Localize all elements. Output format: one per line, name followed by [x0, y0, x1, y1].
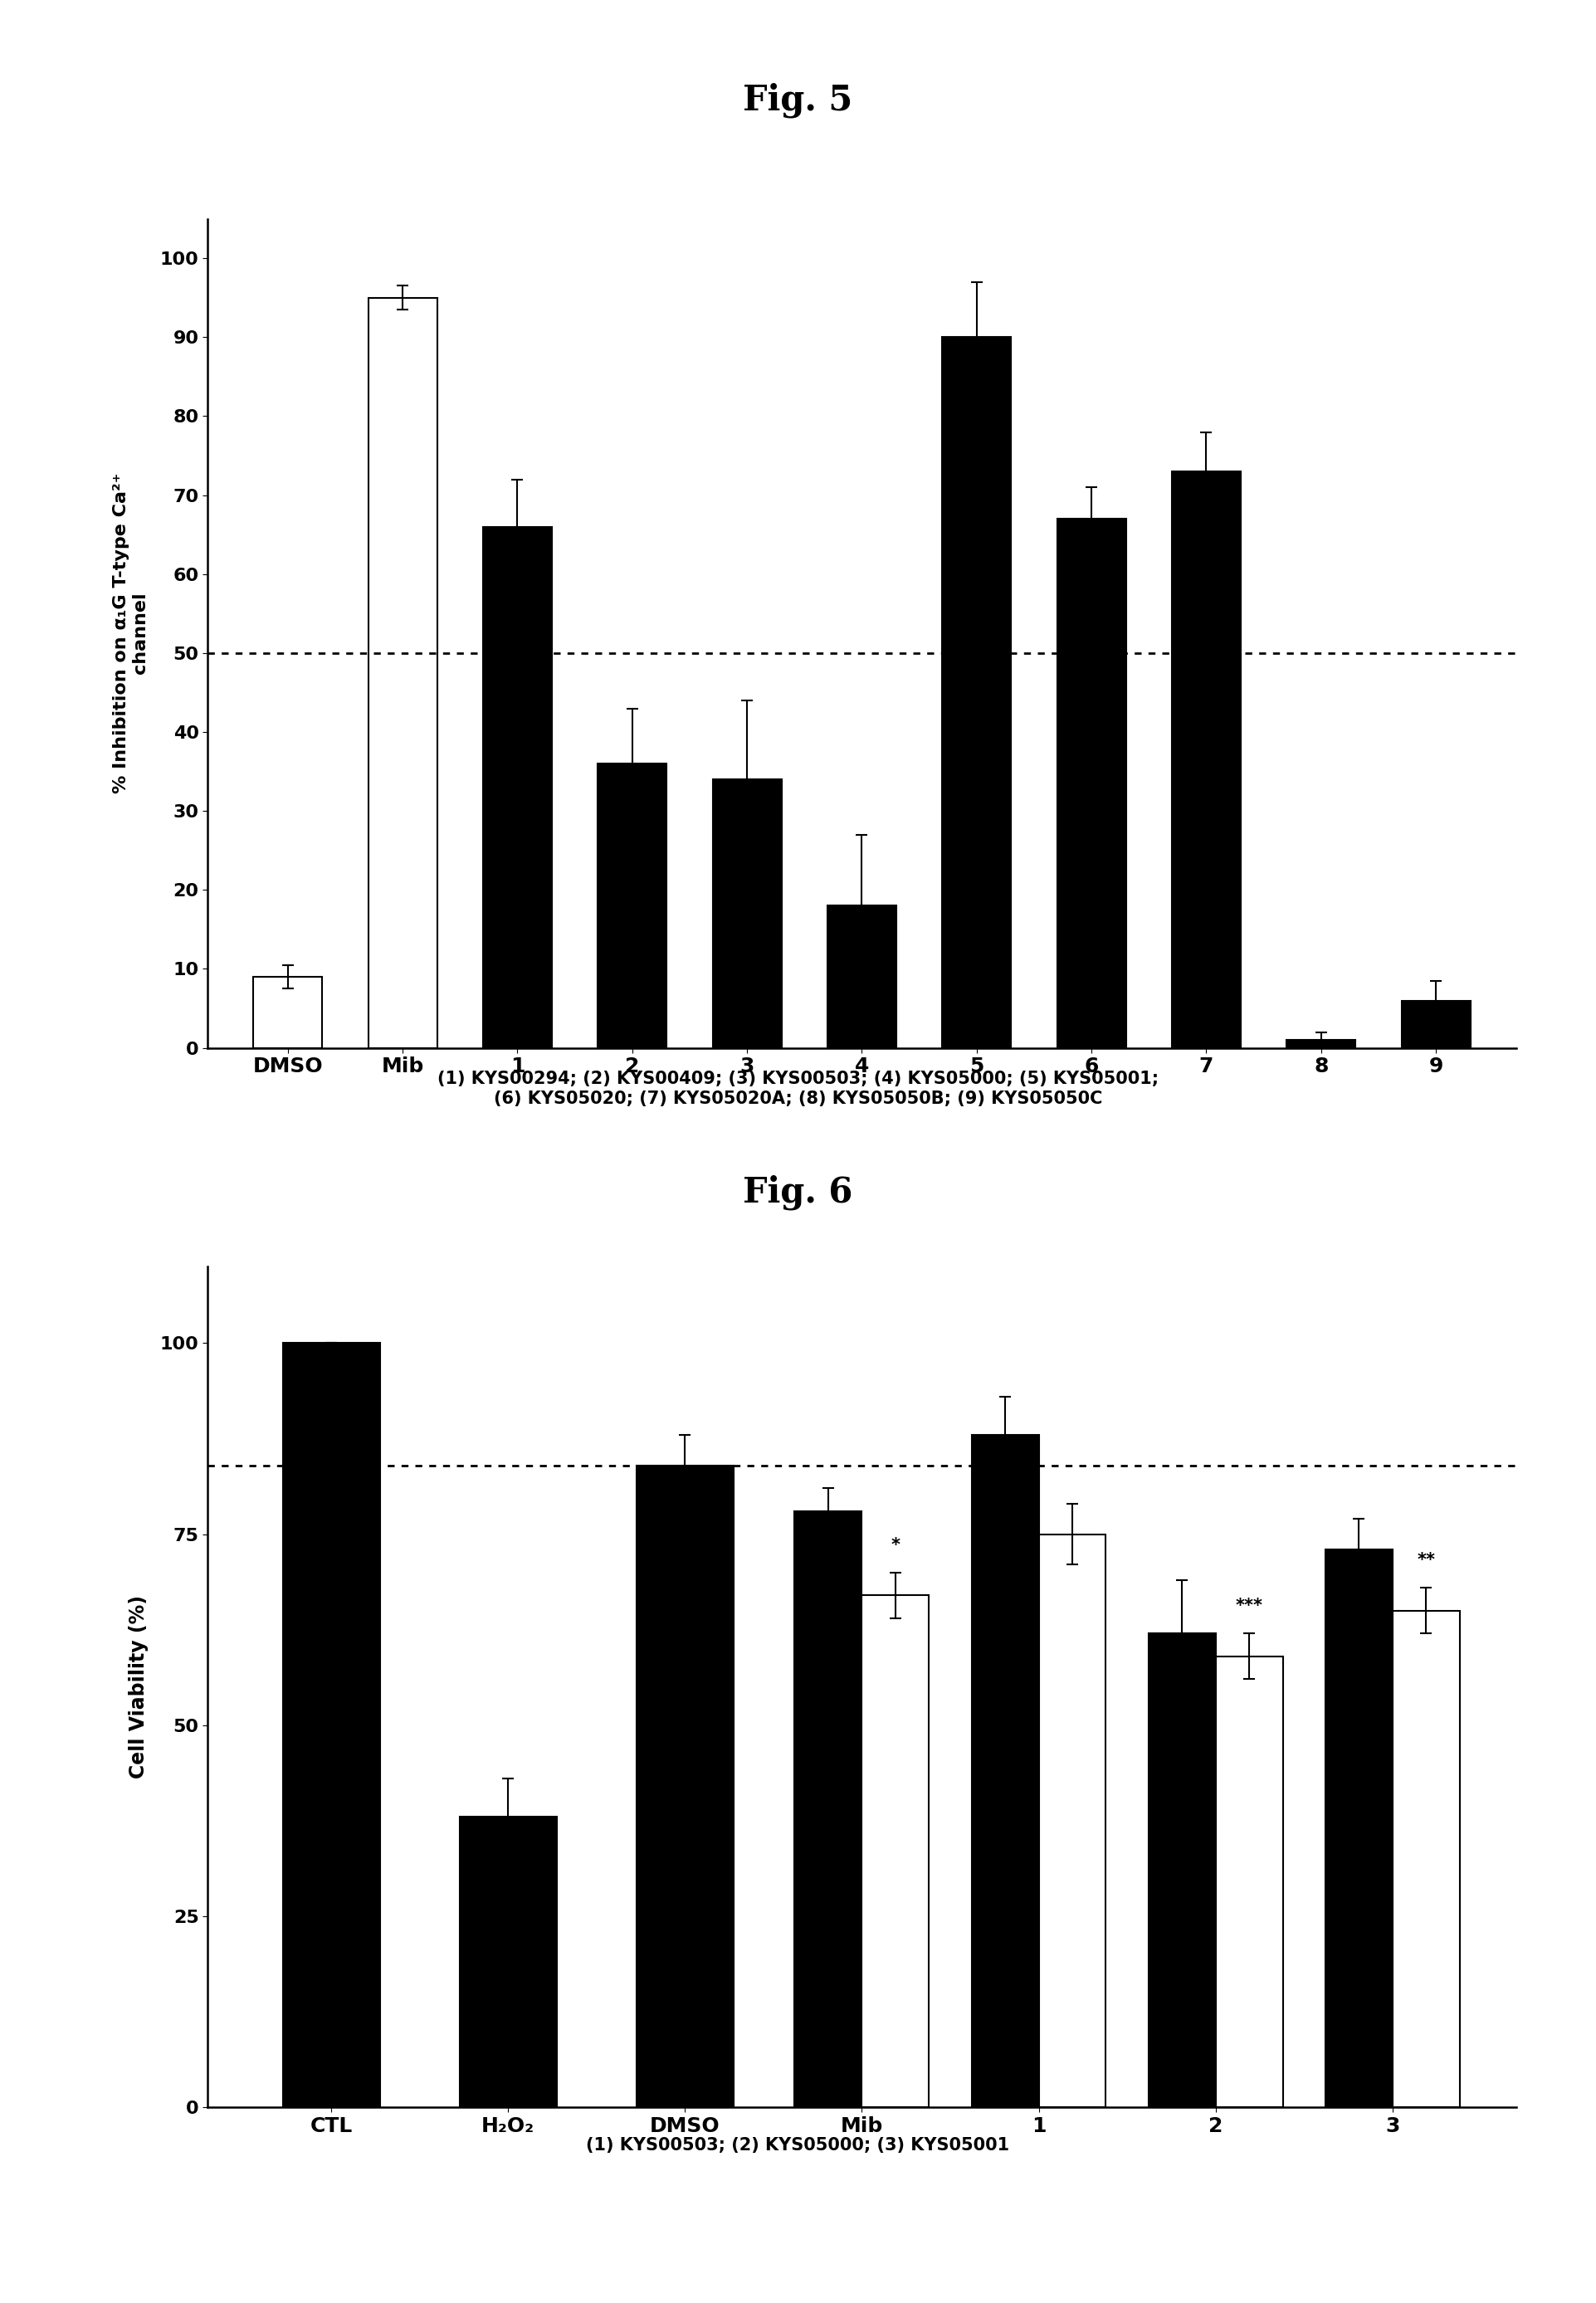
Bar [1216, 1656, 1283, 2107]
Bar [1149, 1633, 1216, 2107]
Y-axis label: Cell Viability (%): Cell Viability (%) [129, 1596, 148, 1778]
Bar [1401, 1000, 1470, 1048]
Text: Fig. 6: Fig. 6 [744, 1175, 852, 1209]
Text: *: * [891, 1536, 900, 1552]
Bar [972, 1435, 1039, 2107]
Bar [942, 336, 1012, 1048]
Bar [1039, 1534, 1106, 2107]
Text: (1) KYS00294; (2) KYS00409; (3) KYS00503; (4) KYS05000; (5) KYS05001;
(6) KYS050: (1) KYS00294; (2) KYS00409; (3) KYS00503… [437, 1071, 1159, 1108]
Bar [598, 765, 667, 1048]
Text: ***: *** [1235, 1598, 1262, 1614]
Bar [712, 778, 782, 1048]
Bar [827, 905, 897, 1048]
Bar [369, 297, 437, 1048]
Bar [637, 1465, 734, 2107]
Bar [1171, 472, 1240, 1048]
Bar [795, 1511, 862, 2107]
Bar [254, 976, 322, 1048]
Bar [1392, 1610, 1460, 2107]
Text: Fig. 5: Fig. 5 [744, 83, 852, 117]
Bar [1057, 518, 1125, 1048]
Y-axis label: % Inhibition on α₁G T-type Ca²⁺
channel: % Inhibition on α₁G T-type Ca²⁺ channel [113, 472, 148, 795]
Bar [460, 1817, 557, 2107]
Text: (1) KYS00503; (2) KYS05000; (3) KYS05001: (1) KYS00503; (2) KYS05000; (3) KYS05001 [586, 2137, 1010, 2153]
Bar [282, 1343, 380, 2107]
Text: **: ** [1417, 1552, 1435, 1568]
Bar [484, 527, 552, 1048]
Bar [1325, 1550, 1392, 2107]
Bar [862, 1596, 929, 2107]
Bar [1286, 1041, 1355, 1048]
